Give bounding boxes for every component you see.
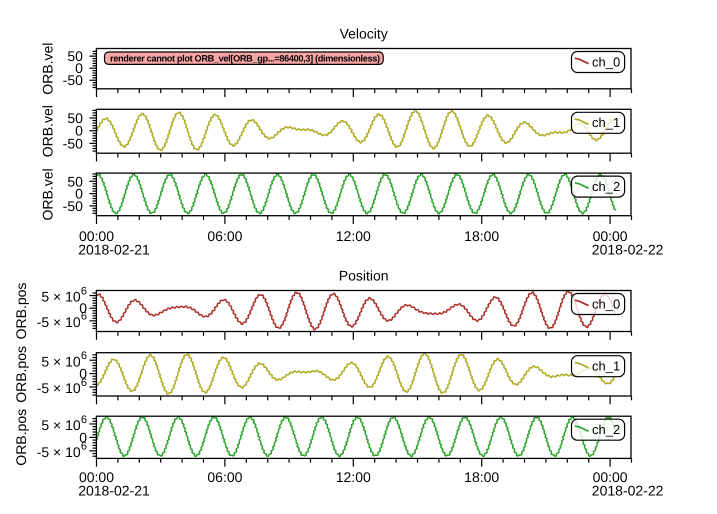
svg-text:0: 0 xyxy=(75,60,83,76)
svg-text:5 × 10: 5 × 10 xyxy=(41,289,81,305)
svg-text:50: 50 xyxy=(67,48,83,64)
svg-text:18:00: 18:00 xyxy=(464,228,499,244)
svg-text:06:00: 06:00 xyxy=(207,228,242,244)
svg-text:ORB.pos: ORB.pos xyxy=(13,346,29,403)
svg-text:6: 6 xyxy=(81,414,87,426)
svg-text:ORB.pos: ORB.pos xyxy=(13,409,29,466)
svg-text:-5 × 10: -5 × 10 xyxy=(37,444,81,460)
svg-text:-50: -50 xyxy=(63,198,83,214)
svg-text:0: 0 xyxy=(79,429,87,445)
svg-text:06:00: 06:00 xyxy=(207,469,242,485)
svg-text:2018-02-22: 2018-02-22 xyxy=(592,482,664,498)
svg-text:00:00: 00:00 xyxy=(79,228,114,244)
svg-text:00:00: 00:00 xyxy=(79,469,114,485)
svg-text:ch_1: ch_1 xyxy=(592,115,620,130)
svg-text:50: 50 xyxy=(67,110,83,126)
svg-text:2018-02-21: 2018-02-21 xyxy=(78,242,150,258)
svg-text:ch_1: ch_1 xyxy=(592,359,620,374)
svg-text:12:00: 12:00 xyxy=(336,469,371,485)
svg-text:-50: -50 xyxy=(63,135,83,151)
svg-text:00:00: 00:00 xyxy=(593,469,628,485)
svg-text:ch_2: ch_2 xyxy=(592,179,620,194)
svg-text:0: 0 xyxy=(79,366,87,382)
svg-text:6: 6 xyxy=(81,311,87,323)
svg-text:5 × 10: 5 × 10 xyxy=(41,353,81,369)
svg-text:ORB.pos: ORB.pos xyxy=(13,283,29,340)
svg-text:6: 6 xyxy=(81,285,87,297)
svg-text:0: 0 xyxy=(75,186,83,202)
svg-text:0: 0 xyxy=(75,123,83,139)
svg-text:6: 6 xyxy=(81,350,87,362)
svg-text:5 × 10: 5 × 10 xyxy=(41,417,81,433)
svg-text:Velocity: Velocity xyxy=(340,26,388,42)
svg-text:18:00: 18:00 xyxy=(464,469,499,485)
svg-text:-50: -50 xyxy=(63,72,83,88)
svg-text:Position: Position xyxy=(339,268,389,284)
svg-text:00:00: 00:00 xyxy=(593,228,628,244)
svg-text:renderer cannot plot ORB_vel[O: renderer cannot plot ORB_vel[ORB_gp...=8… xyxy=(110,53,380,63)
svg-text:2018-02-21: 2018-02-21 xyxy=(78,482,150,498)
svg-text:ORB.vel: ORB.vel xyxy=(40,43,56,95)
svg-text:6: 6 xyxy=(81,441,87,453)
svg-text:ORB.vel: ORB.vel xyxy=(40,168,56,220)
svg-text:ch_2: ch_2 xyxy=(592,422,620,437)
svg-text:0: 0 xyxy=(79,300,87,316)
svg-text:-5 × 10: -5 × 10 xyxy=(37,314,81,330)
svg-text:6: 6 xyxy=(81,377,87,389)
svg-text:-5 × 10: -5 × 10 xyxy=(37,380,81,396)
svg-text:ch_0: ch_0 xyxy=(592,54,620,69)
svg-text:ch_0: ch_0 xyxy=(592,296,620,311)
svg-text:ORB.vel: ORB.vel xyxy=(40,105,56,157)
svg-text:2018-02-22: 2018-02-22 xyxy=(592,242,664,258)
svg-text:12:00: 12:00 xyxy=(336,228,371,244)
svg-text:50: 50 xyxy=(67,173,83,189)
